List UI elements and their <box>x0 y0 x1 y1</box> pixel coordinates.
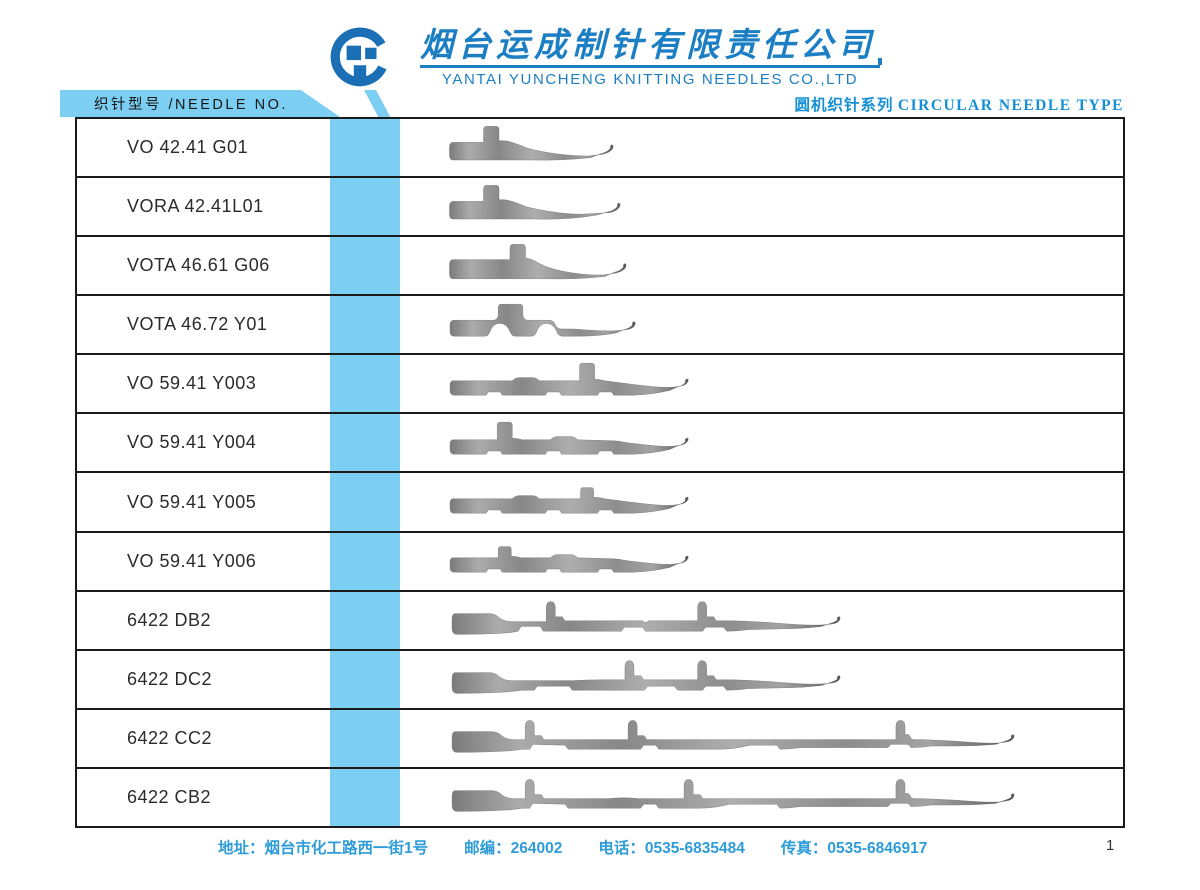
table-row: VO 59.41 Y005 <box>77 471 1123 530</box>
company-logo-icon <box>330 27 387 87</box>
table-row: VORA 42.41L01 <box>77 176 1123 235</box>
tab-bar-accent-stripe <box>364 90 391 117</box>
series-title: 圆机织针系列 CIRCULAR NEEDLE TYPE <box>794 93 1124 115</box>
footer-item: 地址：烟台市化工路西一街1号 <box>218 840 429 857</box>
series-title-en: CIRCULAR NEEDLE TYPE <box>897 97 1124 114</box>
footer-contact-line: 地址：烟台市化工路西一街1号 邮编：264002 电话：0535-6835484 传真… <box>218 836 927 858</box>
needle-drawing <box>449 125 614 160</box>
needle-drawing <box>449 303 636 337</box>
needle-drawing <box>451 720 1015 753</box>
table-row: 6422 CC2 <box>77 707 1123 767</box>
needle-model-label: VO 59.41 Y006 <box>127 550 257 571</box>
company-name-en: YANTAI YUNCHENG KNITTING NEEDLES CO.,LTD <box>441 71 859 88</box>
needle-drawing <box>451 660 841 694</box>
underline-tick <box>878 58 882 65</box>
needle-model-label: 6422 DB2 <box>127 609 212 630</box>
needle-table: VO 42.41 G01 VORA 42.41L01 VOTA 46.61 G06 V… <box>75 117 1125 828</box>
needle-drawing <box>451 601 841 635</box>
needle-model-label: VOTA 46.61 G06 <box>127 255 270 276</box>
company-name-cn: 烟台运成制针有限责任公司 <box>420 25 876 64</box>
table-row: 6422 DC2 <box>77 648 1123 708</box>
table-row: VO 42.41 G01 <box>77 119 1123 176</box>
footer-item: 电话：0535-6835484 <box>598 840 745 857</box>
title-underline <box>420 58 882 68</box>
table-row: VO 59.41 Y004 <box>77 412 1123 471</box>
needle-model-label: VO 59.41 Y003 <box>127 373 257 394</box>
needle-no-tab-label: 织针型号 /NEEDLE NO. <box>94 97 288 113</box>
needle-model-label: 6422 DC2 <box>127 668 213 689</box>
needle-drawing <box>449 546 689 573</box>
company-title-block: 烟台运成制针有限责任公司 YANTAI YUNCHENG KNITTING NE… <box>420 25 882 88</box>
page-number: 1 <box>1106 837 1115 854</box>
table-row: VO 59.41 Y003 <box>77 353 1123 412</box>
needle-drawing <box>449 487 689 514</box>
table-row: 6422 DB2 <box>77 589 1123 649</box>
needle-model-label: VO 59.41 Y004 <box>127 432 257 453</box>
needle-model-label: VO 59.41 Y005 <box>127 491 257 512</box>
needle-model-label: VOTA 46.72 Y01 <box>127 314 268 335</box>
series-title-cn: 圆机织针系列 <box>794 97 894 114</box>
table-row: VOTA 46.72 Y01 <box>77 294 1123 353</box>
needle-model-label: 6422 CB2 <box>127 786 212 807</box>
needle-model-label: 6422 CC2 <box>127 727 213 748</box>
table-row: 6422 CB2 <box>77 766 1123 826</box>
needle-no-tab: 织针型号 /NEEDLE NO. <box>60 90 340 117</box>
footer-item: 传真：0535-6846917 <box>780 840 928 857</box>
needle-drawing <box>449 362 689 396</box>
table-row: VO 59.41 Y006 <box>77 530 1123 590</box>
needle-drawing <box>449 243 627 279</box>
table-row: VOTA 46.61 G06 <box>77 235 1123 294</box>
needle-drawing <box>449 421 689 455</box>
needle-model-label: VORA 42.41L01 <box>127 196 264 217</box>
footer-item: 邮编：264002 <box>464 840 563 857</box>
needle-drawing <box>449 184 621 220</box>
needle-rows: VO 42.41 G01 VORA 42.41L01 VOTA 46.61 G06 V… <box>77 119 1123 826</box>
needle-drawing <box>451 779 1015 813</box>
needle-model-label: VO 42.41 G01 <box>127 137 249 158</box>
